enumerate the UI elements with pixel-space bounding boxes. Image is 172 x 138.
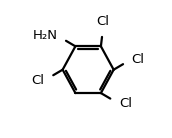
Text: Cl: Cl (96, 15, 110, 28)
Text: Cl: Cl (119, 97, 132, 110)
Text: H₂N: H₂N (32, 29, 57, 42)
Text: Cl: Cl (132, 53, 145, 66)
Text: Cl: Cl (32, 74, 45, 87)
